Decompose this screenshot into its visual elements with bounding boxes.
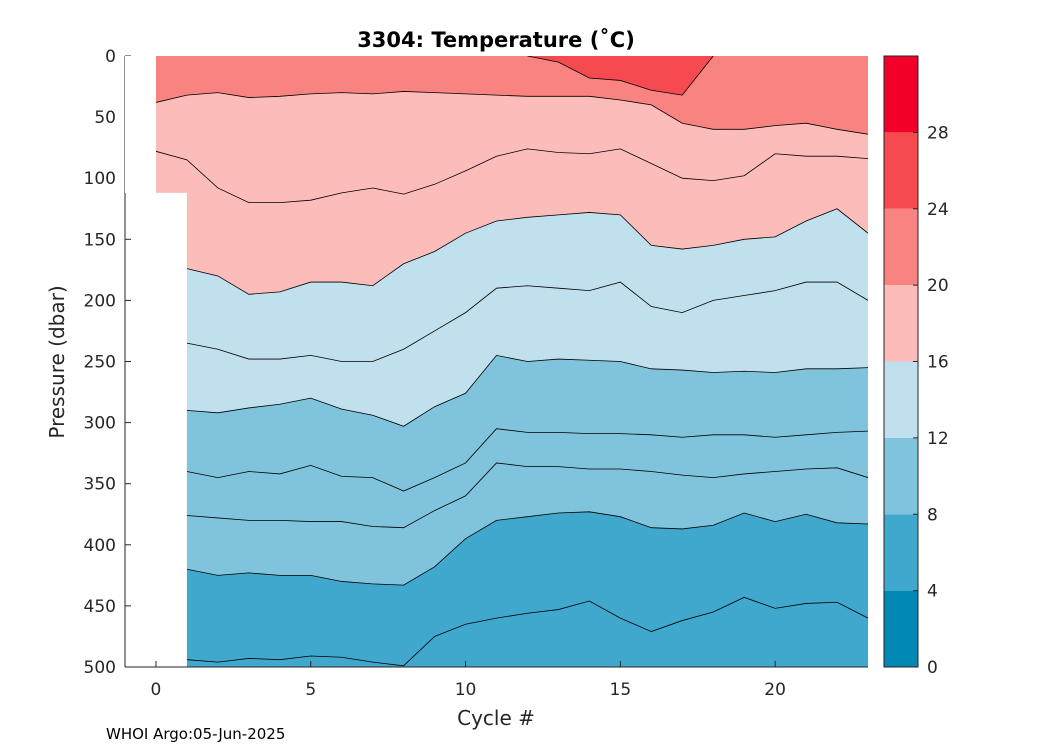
- colorbar-segment: [884, 514, 918, 591]
- colorbar-tick-label: 4: [927, 582, 938, 602]
- y-tick-label: 0: [105, 47, 116, 67]
- isotherm-22: [155, 91, 868, 135]
- isotherm-12: [186, 281, 868, 362]
- y-tick-label: 500: [84, 658, 116, 678]
- isotherm-14: [186, 208, 868, 295]
- colorbar-segment: [884, 437, 918, 515]
- isotherm-9: [186, 428, 868, 492]
- no-data-region: [125, 192, 187, 667]
- colorbar-tick-label: 16: [927, 353, 949, 373]
- y-tick-label: 50: [94, 108, 116, 128]
- x-axis-label: Cycle #: [457, 706, 535, 730]
- footer-credit: WHOI Argo:05-Jun-2025: [106, 725, 286, 743]
- band-26: [527, 56, 714, 96]
- x-tick-label: 10: [455, 680, 477, 700]
- contour-lines: [155, 56, 868, 667]
- colorbar-tick-label: 20: [927, 276, 949, 296]
- y-tick-label: 300: [84, 414, 116, 434]
- x-tick-label: 5: [305, 680, 316, 700]
- y-axis-label: Pressure (dbar): [45, 285, 69, 438]
- x-tick-label: 20: [764, 680, 786, 700]
- y-axis: 0 50 100 150 200 250 300 350 400 450 500: [84, 47, 131, 678]
- colorbar-segment: [884, 132, 918, 209]
- colorbar-segment: [884, 208, 918, 286]
- y-tick-label: 400: [84, 536, 116, 556]
- colorbar: 0 4 8 12 16 20 24 28: [883, 55, 949, 678]
- isotherm-5: [186, 596, 868, 667]
- colorbar-tick-label: 8: [927, 505, 938, 525]
- contour-fills: [155, 56, 868, 667]
- x-tick-label: 15: [610, 680, 632, 700]
- chart-title: 3304: Temperature (˚C): [357, 28, 635, 52]
- colorbar-segment: [884, 590, 918, 667]
- colorbar-tick-label: 0: [927, 658, 938, 678]
- y-tick-label: 250: [84, 353, 116, 373]
- colorbar-tick-label: 12: [927, 429, 949, 449]
- no-data-margin: [125, 56, 156, 193]
- x-tick-label: 0: [151, 680, 162, 700]
- x-axis: 0 5 10 15 20: [125, 661, 868, 700]
- isotherm-26: [527, 56, 714, 96]
- y-tick-label: 100: [84, 169, 116, 189]
- colorbar-segment: [884, 361, 918, 438]
- isotherm-8: [186, 462, 868, 529]
- isotherm-10: [186, 354, 868, 427]
- y-tick-label: 150: [84, 230, 116, 250]
- colorbar-segment: [884, 285, 918, 362]
- colorbar-segment: [884, 56, 918, 133]
- isotherm-18: [155, 148, 868, 204]
- y-tick-label: 450: [84, 597, 116, 617]
- colorbar-tick-label: 28: [927, 123, 949, 143]
- colorbar-tick-label: 24: [927, 200, 949, 220]
- y-tick-label: 200: [84, 291, 116, 311]
- y-tick-label: 350: [84, 475, 116, 495]
- isotherm-6: [186, 511, 868, 586]
